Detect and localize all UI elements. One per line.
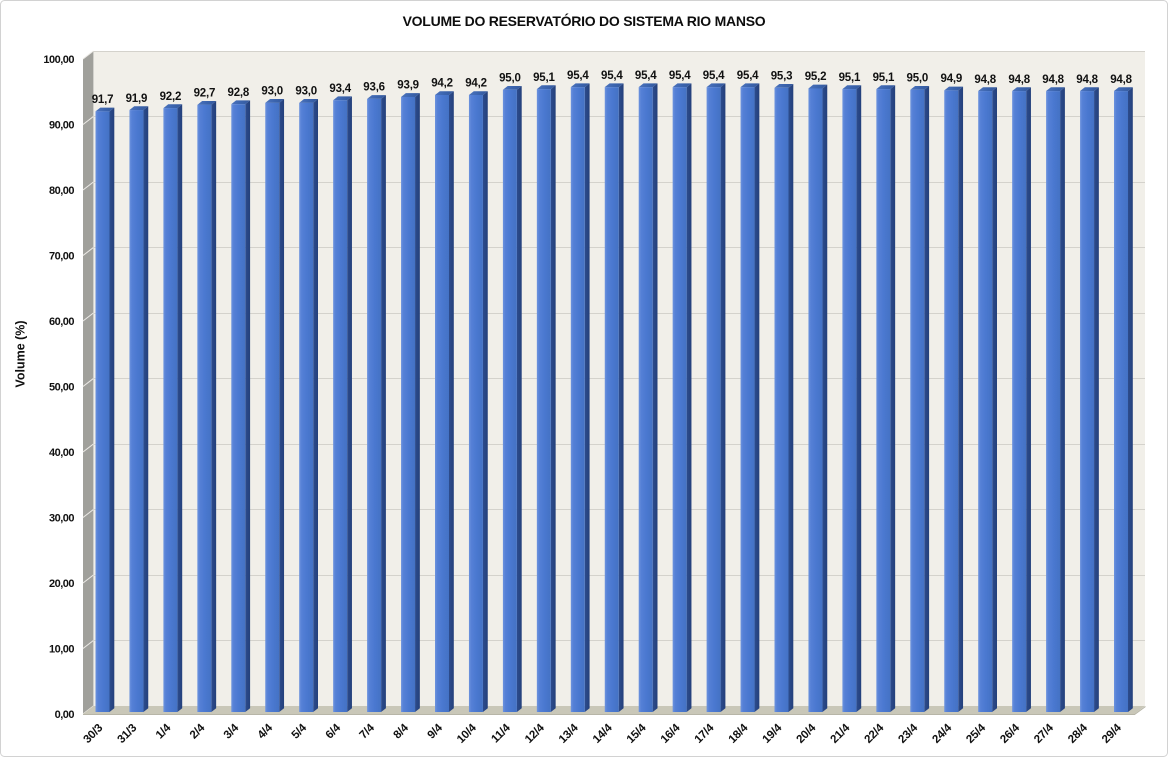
svg-text:94,8: 94,8 [1110, 74, 1132, 86]
svg-text:60,00: 60,00 [49, 316, 74, 328]
svg-text:80,00: 80,00 [49, 185, 74, 197]
svg-text:90,00: 90,00 [49, 120, 74, 132]
svg-text:93,4: 93,4 [329, 83, 351, 95]
svg-text:10,00: 10,00 [49, 644, 74, 656]
svg-text:93,0: 93,0 [261, 86, 283, 98]
svg-text:95,4: 95,4 [703, 70, 725, 82]
svg-text:94,9: 94,9 [941, 73, 963, 85]
svg-text:30,00: 30,00 [49, 513, 74, 525]
svg-text:100,00: 100,00 [43, 54, 74, 66]
svg-text:20,00: 20,00 [49, 578, 74, 590]
svg-text:95,4: 95,4 [635, 70, 657, 82]
svg-text:95,1: 95,1 [873, 72, 895, 84]
svg-text:94,8: 94,8 [1076, 74, 1098, 86]
svg-text:50,00: 50,00 [49, 382, 74, 394]
svg-text:92,8: 92,8 [228, 87, 250, 99]
svg-text:91,7: 91,7 [92, 94, 114, 106]
svg-text:95,0: 95,0 [907, 73, 929, 85]
svg-text:94,8: 94,8 [1042, 74, 1064, 86]
svg-text:95,4: 95,4 [601, 70, 623, 82]
svg-text:0,00: 0,00 [55, 709, 75, 721]
svg-text:95,4: 95,4 [737, 70, 759, 82]
svg-text:93,6: 93,6 [363, 82, 385, 94]
svg-text:93,0: 93,0 [295, 86, 317, 98]
svg-text:93,9: 93,9 [397, 80, 419, 92]
svg-text:92,2: 92,2 [160, 91, 182, 103]
svg-text:92,7: 92,7 [194, 88, 216, 100]
svg-text:Volume (%): Volume (%) [14, 320, 28, 387]
svg-text:95,4: 95,4 [567, 70, 589, 82]
svg-text:70,00: 70,00 [49, 251, 74, 263]
svg-text:95,0: 95,0 [499, 73, 521, 85]
svg-text:95,3: 95,3 [771, 71, 793, 83]
svg-text:95,1: 95,1 [533, 72, 555, 84]
svg-text:VOLUME DO RESERVATÓRIO DO SIST: VOLUME DO RESERVATÓRIO DO SISTEMA RIO MA… [403, 12, 766, 29]
svg-text:94,2: 94,2 [465, 78, 487, 90]
svg-text:94,8: 94,8 [1008, 74, 1030, 86]
svg-text:95,2: 95,2 [805, 71, 827, 83]
svg-text:94,2: 94,2 [431, 78, 453, 90]
svg-text:91,9: 91,9 [126, 93, 148, 105]
svg-text:40,00: 40,00 [49, 447, 74, 459]
svg-text:94,8: 94,8 [974, 74, 996, 86]
svg-text:95,1: 95,1 [839, 72, 861, 84]
svg-text:95,4: 95,4 [669, 70, 691, 82]
